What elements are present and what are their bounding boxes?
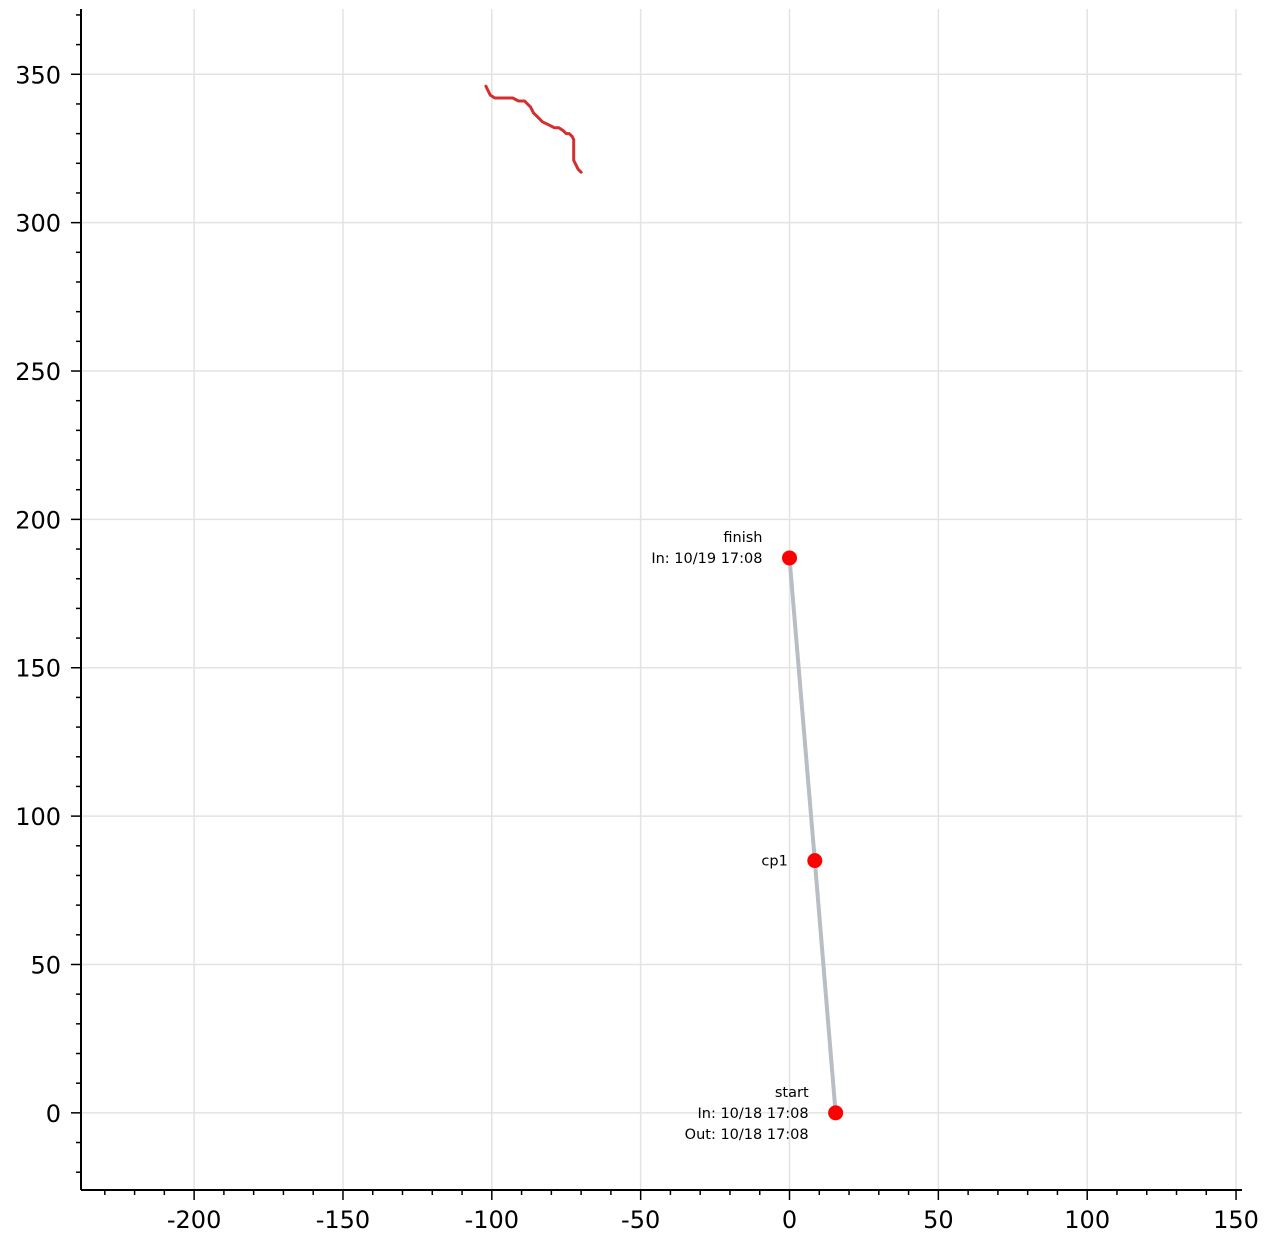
y-tick-label: 100: [15, 803, 61, 831]
x-tick-label: 150: [1213, 1206, 1259, 1234]
y-tick-label: 300: [15, 210, 61, 238]
track-layer: [484, 84, 583, 174]
checkpoint-marker-start: [828, 1105, 844, 1121]
x-tick-label: -50: [621, 1206, 660, 1234]
y-tick-label: 0: [46, 1100, 61, 1128]
x-tick-label: 0: [782, 1206, 797, 1234]
y-tick-label: 350: [15, 61, 61, 89]
y-tick-label: 50: [30, 951, 61, 979]
checkpoint-label-cp1: cp1: [761, 854, 787, 870]
x-tick-label: 50: [923, 1206, 954, 1234]
axes: -200 -150 -100 -50 0 50 100 150 0 50 100 150 200 250 3…: [15, 9, 1259, 1234]
checkpoint-label-start: start: [775, 1085, 809, 1101]
checkpoint-layer: [782, 550, 844, 1121]
checkpoint-label-finish: finish: [723, 530, 762, 546]
grid: [81, 9, 1242, 1190]
checkpoint-label-finish: In: 10/19 17:08: [651, 551, 762, 567]
checkpoint-label-start: Out: 10/18 17:08: [685, 1127, 809, 1143]
x-tick-label: -200: [167, 1206, 221, 1234]
route-line: [787, 556, 838, 1115]
y-tick-label: 200: [15, 506, 61, 534]
y-tick-label: 150: [15, 655, 61, 683]
checkpoint-label-layer: start In: 10/18 17:08 Out: 10/18 17:08 cp1 f…: [651, 530, 809, 1143]
checkpoint-marker-cp1: [807, 853, 823, 869]
route-layer: [787, 556, 838, 1115]
x-tick-label: 100: [1064, 1206, 1110, 1234]
checkpoint-label-start: In: 10/18 17:08: [697, 1106, 808, 1122]
checkpoint-marker-finish: [782, 550, 798, 566]
y-tick-label: 250: [15, 358, 61, 386]
x-tick-label: -100: [465, 1206, 519, 1234]
x-tick-label: -150: [316, 1206, 370, 1234]
track-line: [484, 84, 583, 174]
